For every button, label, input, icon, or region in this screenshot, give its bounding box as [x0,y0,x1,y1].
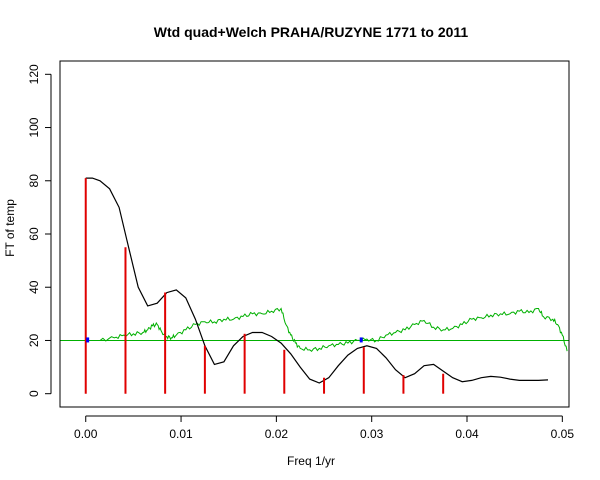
y-axis: 0 20 40 60 80 100 120 [27,64,52,397]
green-series-line [99,307,568,353]
black-series-line [85,177,549,384]
y-axis-label: FT of temp [3,199,17,257]
y-tick-label: 80 [27,174,41,188]
x-axis-label: Freq 1/yr [287,454,335,468]
y-tick-label: 20 [27,333,41,347]
x-tick-label: 0.01 [169,427,193,441]
y-tick-label: 100 [27,117,41,137]
plot-frame [59,60,570,408]
x-axis: 0.00 0.01 0.02 0.03 0.04 0.05 [74,415,575,441]
y-tick-label: 120 [27,64,41,84]
x-tick-label: 0.04 [455,427,479,441]
y-tick-label: 0 [27,390,41,397]
x-tick-label: 0.03 [360,427,384,441]
marker-point [86,337,90,343]
x-tick-label: 0.05 [551,427,575,441]
marker-point [359,337,363,343]
x-tick-label: 0.02 [265,427,289,441]
chart-title: Wtd quad+Welch PRAHA/RUZYNE 1771 to 2011 [154,24,469,40]
y-tick-label: 40 [27,280,41,294]
y-tick-label: 60 [27,227,41,241]
plot-area [60,177,569,394]
x-tick-label: 0.00 [74,427,98,441]
